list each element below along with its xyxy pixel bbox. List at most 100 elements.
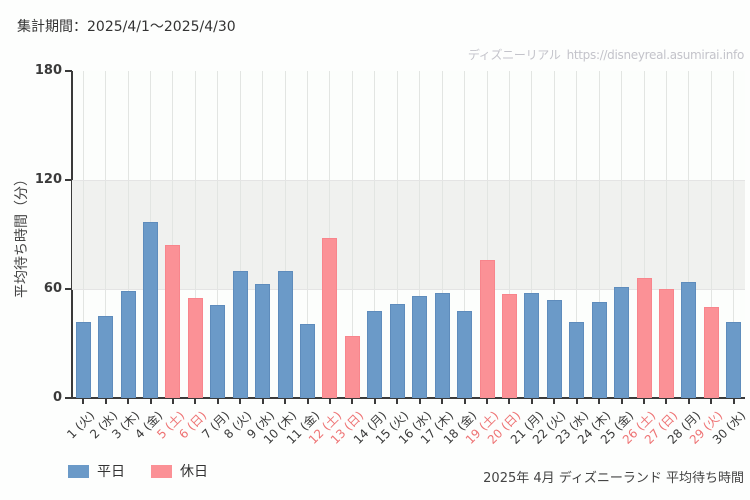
vertical-gridline [531, 71, 533, 398]
bar-26(土) [636, 278, 652, 398]
bar-12(土) [322, 238, 338, 398]
x-tick [104, 399, 107, 404]
y-tick [65, 179, 72, 181]
bar-11(金) [300, 323, 316, 398]
x-tick [216, 399, 219, 404]
vertical-gridline [621, 71, 623, 398]
y-axis-title: 平均待ち時間（分） [14, 172, 30, 298]
vertical-gridline [262, 71, 264, 398]
bar-17(木) [434, 292, 450, 398]
vertical-gridline [486, 71, 488, 398]
vertical-gridline [284, 71, 286, 398]
bar-27(日) [658, 289, 674, 398]
x-tick [732, 399, 735, 404]
horizontal-gridline [72, 180, 745, 181]
x-tick [508, 399, 511, 404]
bar-6(日) [187, 298, 203, 398]
bar-19(土) [479, 259, 495, 398]
bar-18(金) [457, 310, 473, 398]
bar-16(水) [412, 296, 428, 398]
x-tick [171, 399, 174, 404]
vertical-gridline [307, 71, 309, 398]
x-tick [328, 399, 331, 404]
bar-1(火) [75, 321, 91, 398]
plot-area: 0 60 120 180 1 (火) 2 (水) 3 (木) 4 (金) 5 (土) 6 (日) 7… [35, 63, 748, 447]
vertical-gridline [105, 71, 107, 398]
bar-8(火) [232, 270, 248, 398]
x-tick [620, 399, 623, 404]
legend-label: 休日 [180, 464, 208, 480]
vertical-gridline [329, 71, 331, 398]
vertical-gridline [351, 71, 353, 398]
bar-9(水) [255, 283, 271, 398]
bar-15(火) [389, 303, 405, 398]
vertical-gridline [239, 71, 241, 398]
vertical-gridline [396, 71, 398, 398]
x-tick [486, 399, 489, 404]
y-tick-label: 120 [34, 172, 62, 187]
x-tick [441, 399, 444, 404]
vertical-gridline [665, 71, 667, 398]
y-tick [65, 70, 72, 72]
vertical-gridline [127, 71, 129, 398]
x-tick [643, 399, 646, 404]
vertical-gridline [441, 71, 443, 398]
legend-label: 平日 [97, 464, 125, 480]
bar-25(金) [614, 287, 630, 398]
vertical-gridline [553, 71, 555, 398]
bar-4(金) [143, 221, 159, 398]
vertical-gridline [508, 71, 510, 398]
legend-swatch [151, 464, 172, 478]
x-tick [149, 399, 152, 404]
legend: 平日 休日 [68, 461, 208, 481]
legend-swatch [68, 464, 89, 478]
x-tick [127, 399, 130, 404]
bar-20(日) [501, 294, 517, 398]
y-tick-label: 0 [52, 390, 62, 405]
x-tick [687, 399, 690, 404]
horizontal-gridline [72, 289, 745, 290]
x-tick [418, 399, 421, 404]
x-tick [306, 399, 309, 404]
legend-item-0: 平日 [68, 461, 125, 481]
y-tick-label: 180 [34, 63, 62, 78]
vertical-gridline [419, 71, 421, 398]
x-tick [665, 399, 668, 404]
x-tick [463, 399, 466, 404]
vertical-gridline [598, 71, 600, 398]
period-label: 集計期間：2025/4/1～2025/4/30 [17, 19, 236, 35]
x-tick [710, 399, 713, 404]
bar-24(木) [591, 301, 607, 398]
vertical-gridline [464, 71, 466, 398]
bar-3(木) [120, 290, 136, 398]
vertical-gridline [710, 71, 712, 398]
bar-14(月) [367, 310, 383, 398]
vertical-gridline [643, 71, 645, 398]
bar-7(月) [210, 305, 226, 398]
vertical-gridline [172, 71, 174, 398]
shaded-band [72, 180, 745, 289]
bar-10(木) [277, 270, 293, 398]
x-tick [553, 399, 556, 404]
vertical-gridline [733, 71, 735, 398]
bar-13(日) [344, 336, 360, 398]
x-tick [284, 399, 287, 404]
bar-22(火) [546, 299, 562, 398]
bar-28(月) [681, 281, 697, 398]
watermark-site-name: ディズニーリアル [467, 48, 561, 62]
x-tick [351, 399, 354, 404]
watermark: ディズニーリアル https://disneyreal.asumirai.info [462, 46, 744, 63]
x-tick [530, 399, 533, 404]
x-tick [598, 399, 601, 404]
y-tick [65, 397, 72, 399]
x-tick [396, 399, 399, 404]
bar-30(水) [726, 321, 742, 398]
vertical-gridline [82, 71, 84, 398]
x-tick [82, 399, 85, 404]
x-tick [373, 399, 376, 404]
bar-21(月) [524, 292, 540, 398]
y-tick-label: 60 [43, 281, 62, 296]
vertical-gridline [688, 71, 690, 398]
x-tick [261, 399, 264, 404]
x-tick [575, 399, 578, 404]
